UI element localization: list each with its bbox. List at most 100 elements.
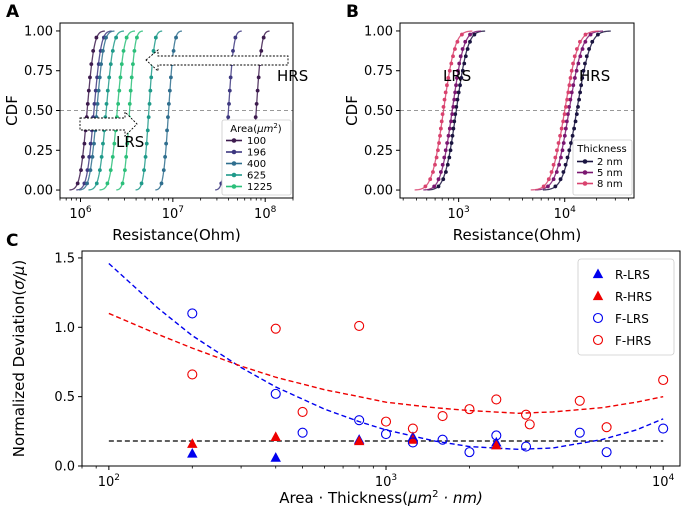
data-point xyxy=(451,54,455,59)
data-point xyxy=(75,181,80,186)
data-point xyxy=(88,75,92,80)
data-point-f-lrs xyxy=(297,427,308,438)
data-point xyxy=(163,155,168,159)
data-point xyxy=(578,54,583,59)
data-point-r-hrs xyxy=(270,431,281,441)
panel-label-b: B xyxy=(346,2,359,22)
legend-marker xyxy=(231,184,237,189)
data-point-f-lrs xyxy=(380,429,392,440)
y-tick-label: 1.00 xyxy=(364,24,393,39)
data-point xyxy=(233,35,238,40)
data-point xyxy=(144,141,149,146)
data-point-r-lrs xyxy=(187,448,198,458)
legend-label: 5 nm xyxy=(597,168,623,179)
data-point xyxy=(465,47,470,51)
legend-marker xyxy=(231,149,237,155)
data-point xyxy=(428,177,433,182)
legend-marker xyxy=(231,138,237,143)
data-point xyxy=(562,133,567,138)
data-point xyxy=(573,119,578,124)
data-point xyxy=(571,83,576,88)
data-point xyxy=(89,62,94,66)
data-point-r-hrs xyxy=(491,439,502,450)
legend-marker xyxy=(592,312,604,324)
legend-label: 100 xyxy=(247,136,266,147)
legend-label: 8 nm xyxy=(597,179,623,190)
data-point xyxy=(546,184,550,189)
panel-a-chart: 0.00 0.25 0.50 0.75 1.00 106 107 108 Resistance(… xyxy=(3,2,308,244)
data-point xyxy=(565,97,570,102)
data-point xyxy=(127,101,132,106)
data-point xyxy=(117,88,122,93)
legend-marker xyxy=(592,290,604,301)
data-point xyxy=(446,133,451,138)
cdf-curve-hrs-1 xyxy=(215,30,242,191)
data-point xyxy=(259,48,264,53)
data-point xyxy=(563,126,568,131)
y-tick-label: 0.50 xyxy=(24,104,53,119)
data-point xyxy=(442,155,447,160)
data-point xyxy=(440,162,445,167)
data-point-f-hrs xyxy=(524,419,535,430)
cdf-curve-hrs-3 xyxy=(135,30,163,191)
data-point-r-hrs xyxy=(407,434,419,444)
data-point xyxy=(253,115,258,120)
data-point xyxy=(460,47,465,51)
data-point xyxy=(114,35,119,40)
data-point xyxy=(562,112,567,117)
data-point xyxy=(583,39,588,44)
data-point xyxy=(583,61,587,66)
legend-marker xyxy=(592,334,604,346)
data-point xyxy=(459,76,464,80)
data-point xyxy=(450,133,455,138)
data-point xyxy=(110,155,115,159)
data-point xyxy=(455,97,460,102)
legend-box xyxy=(572,139,633,196)
data-point xyxy=(564,119,569,124)
legend-box xyxy=(221,119,292,196)
data-point xyxy=(561,141,566,145)
data-point-f-hrs xyxy=(491,394,502,405)
data-point xyxy=(146,115,151,120)
data-point xyxy=(441,177,446,182)
data-point xyxy=(85,181,89,186)
y-tick-label: 0.75 xyxy=(364,64,393,79)
x-axis-label: Resistance(Ohm) xyxy=(453,226,581,244)
data-point xyxy=(143,155,148,159)
data-point xyxy=(81,155,85,159)
data-point xyxy=(443,148,448,153)
legend-title: Thickness xyxy=(576,144,626,155)
data-point xyxy=(432,184,437,189)
data-point xyxy=(165,128,169,133)
data-point xyxy=(454,104,459,109)
fit-curve-0 xyxy=(108,262,664,451)
data-point xyxy=(132,48,137,53)
data-point xyxy=(164,141,169,146)
data-point xyxy=(450,112,455,117)
data-point xyxy=(139,181,144,186)
lrs-annotation: LRS xyxy=(443,67,471,85)
data-point xyxy=(169,75,173,80)
data-point xyxy=(131,62,135,66)
data-point xyxy=(90,155,95,159)
data-point-f-hrs xyxy=(601,422,612,433)
data-point-f-lrs xyxy=(520,441,532,452)
cdf-curve-hrs-2 xyxy=(155,30,182,191)
data-point xyxy=(159,181,164,186)
data-point xyxy=(577,97,581,102)
data-point xyxy=(108,62,113,66)
data-point xyxy=(457,61,462,66)
data-point xyxy=(174,35,178,40)
data-point xyxy=(449,61,454,66)
data-point xyxy=(558,133,563,138)
data-point xyxy=(551,162,556,167)
data-point xyxy=(451,126,456,131)
data-point xyxy=(149,75,154,80)
x-tick-label: 104 xyxy=(652,473,675,490)
data-point xyxy=(554,170,559,174)
y-tick-label: 0.00 xyxy=(364,184,393,199)
data-point xyxy=(581,68,586,73)
data-point xyxy=(551,177,556,182)
y-tick-label: 0.25 xyxy=(24,144,53,159)
